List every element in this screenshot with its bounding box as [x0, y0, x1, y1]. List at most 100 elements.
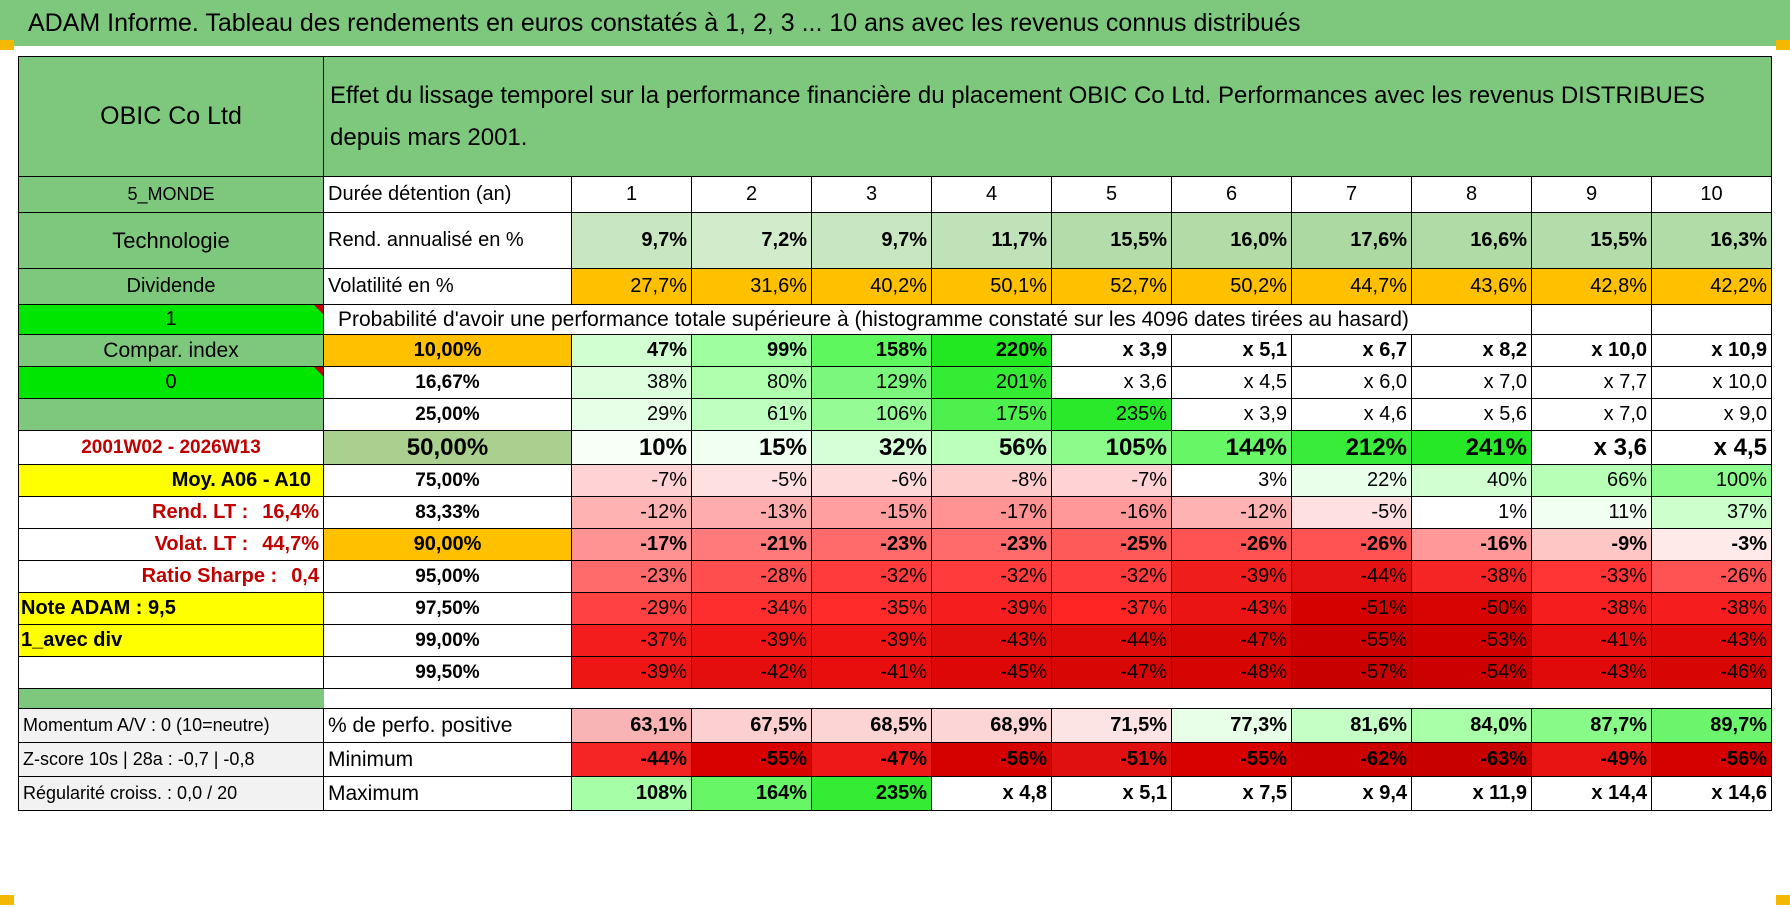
vol-cell: 52,7% — [1051, 268, 1172, 305]
probability-cell: 175% — [931, 398, 1052, 431]
probability-threshold: 50,00% — [323, 430, 572, 465]
probability-cell: -45% — [931, 656, 1052, 689]
probability-cell: 99% — [691, 334, 812, 367]
min-cell: -56% — [1651, 742, 1772, 777]
probability-cell: 47% — [571, 334, 692, 367]
probability-cell: -32% — [811, 560, 932, 593]
probability-cell: -50% — [1411, 592, 1532, 625]
probability-cell: -34% — [691, 592, 812, 625]
rend-lt-value: 16,4% — [262, 501, 319, 523]
probability-cell: 40% — [1411, 464, 1532, 497]
sector-label: Technologie — [18, 212, 324, 269]
pos-cell: 87,7% — [1531, 708, 1652, 743]
max-label: Maximum — [323, 776, 572, 811]
volat-lt-label: Volat. LT : 44,7% — [18, 528, 324, 561]
max-cell: 108% — [571, 776, 692, 811]
spacer-row — [323, 688, 1772, 709]
probability-cell: -13% — [691, 496, 812, 529]
note-adam-label: Note ADAM : 9,5 — [18, 592, 324, 625]
sharpe-value: 0,4 — [291, 565, 319, 587]
probability-cell: 29% — [571, 398, 692, 431]
resize-handle-bottom-left[interactable] — [0, 895, 14, 905]
probability-cell: -42% — [691, 656, 812, 689]
pos-cell: 89,7% — [1651, 708, 1772, 743]
resize-handle-bottom-right[interactable] — [1776, 895, 1790, 905]
compar-flag-cell[interactable]: 0 — [18, 366, 324, 399]
probability-cell: -39% — [691, 624, 812, 657]
probability-cell: -47% — [1051, 656, 1172, 689]
probability-cell: -41% — [1531, 624, 1652, 657]
probability-cell: 56% — [931, 430, 1052, 465]
resize-handle-top-left[interactable] — [0, 40, 14, 50]
probability-cell: 220% — [931, 334, 1052, 367]
min-cell: -55% — [1171, 742, 1292, 777]
probability-cell: 106% — [811, 398, 932, 431]
rend-lt-text: Rend. LT : — [152, 501, 249, 523]
probability-cell: -26% — [1651, 560, 1772, 593]
probability-cell: -5% — [1291, 496, 1412, 529]
min-cell: -49% — [1531, 742, 1652, 777]
year-4-header: 4 — [931, 176, 1052, 213]
pos-cell: 68,5% — [811, 708, 932, 743]
vol-cell: 31,6% — [691, 268, 812, 305]
probability-cell: -57% — [1291, 656, 1412, 689]
min-cell: -44% — [571, 742, 692, 777]
max-cell: x 9,4 — [1291, 776, 1412, 811]
probability-cell: -44% — [1051, 624, 1172, 657]
year-9-header: 9 — [1531, 176, 1652, 213]
probability-cell: -38% — [1531, 592, 1652, 625]
probability-cell: -12% — [1171, 496, 1292, 529]
pos-cell: 81,6% — [1291, 708, 1412, 743]
dividend-flag-cell[interactable]: 1 — [18, 304, 324, 335]
compar-index-label: Compar. index — [18, 334, 324, 367]
probability-cell: 38% — [571, 366, 692, 399]
probability-cell: x 4,5 — [1651, 430, 1772, 465]
min-cell: -51% — [1051, 742, 1172, 777]
probability-cell: 201% — [931, 366, 1052, 399]
probability-cell: 212% — [1291, 430, 1412, 465]
rend-cell: 16,3% — [1651, 212, 1772, 269]
probability-cell: -32% — [1051, 560, 1172, 593]
resize-handle-top-right[interactable] — [1776, 40, 1790, 50]
probability-cell: -43% — [1531, 656, 1652, 689]
probability-cell: x 5,6 — [1411, 398, 1532, 431]
volat-lt-text: Volat. LT : — [154, 533, 249, 555]
probability-cell: -8% — [931, 464, 1052, 497]
probability-cell: x 6,7 — [1291, 334, 1412, 367]
empty-cell — [1651, 304, 1772, 335]
probability-cell: -41% — [811, 656, 932, 689]
min-cell: -47% — [811, 742, 932, 777]
max-cell: x 4,8 — [931, 776, 1052, 811]
probability-cell: x 7,0 — [1531, 398, 1652, 431]
year-3-header: 3 — [811, 176, 932, 213]
probability-cell: -39% — [571, 656, 692, 689]
pos-cell: 68,9% — [931, 708, 1052, 743]
probability-cell: 1% — [1411, 496, 1532, 529]
year-2-header: 2 — [691, 176, 812, 213]
min-cell: -55% — [691, 742, 812, 777]
probability-cell: -48% — [1171, 656, 1292, 689]
rend-lt-label: Rend. LT : 16,4% — [18, 496, 324, 529]
region-label: 5_MONDE — [18, 176, 324, 213]
probability-cell: -38% — [1411, 560, 1532, 593]
probability-cell: -51% — [1291, 592, 1412, 625]
probability-cell: 15% — [691, 430, 812, 465]
probability-cell: x 6,0 — [1291, 366, 1412, 399]
performance-sheet: OBIC Co Ltd Effet du lissage temporel su… — [18, 56, 1772, 811]
probability-cell: 105% — [1051, 430, 1172, 465]
sidebar-blank-cell — [18, 398, 324, 431]
pos-cell: 67,5% — [691, 708, 812, 743]
probability-cell: x 3,6 — [1531, 430, 1652, 465]
report-title-banner: ADAM Informe. Tableau des rendements en … — [0, 0, 1790, 46]
vol-cell: 42,8% — [1531, 268, 1652, 305]
max-cell: x 7,5 — [1171, 776, 1292, 811]
probability-threshold: 10,00% — [323, 334, 572, 367]
probability-cell: -23% — [811, 528, 932, 561]
moy-label: Moy. A06 - A10 — [18, 464, 324, 497]
probability-cell: -23% — [571, 560, 692, 593]
probability-threshold: 83,33% — [323, 496, 572, 529]
probability-cell: 66% — [1531, 464, 1652, 497]
probability-cell: x 4,5 — [1171, 366, 1292, 399]
avec-div-label: 1_avec div — [18, 624, 324, 657]
probability-cell: 11% — [1531, 496, 1652, 529]
